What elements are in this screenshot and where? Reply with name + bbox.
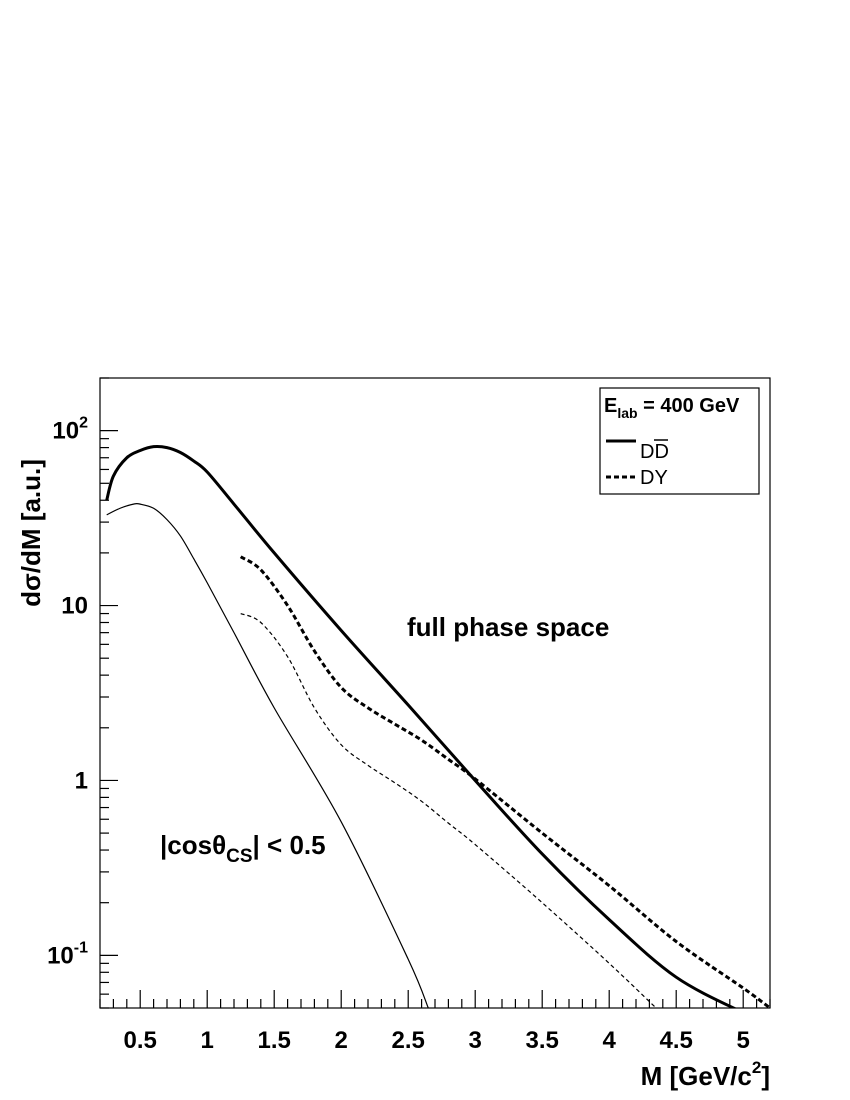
x-tick-labels: 0.5 1 1.5 2 2.5 3 3.5 4 4.5 5 xyxy=(124,1027,750,1054)
x-tick-label: 2.5 xyxy=(392,1027,425,1054)
series-line-dy-full-phase-space xyxy=(239,555,770,1008)
axis-ticks xyxy=(99,377,771,1009)
y-tick-label: 102 xyxy=(52,415,88,445)
series-line-dy-cos-cut xyxy=(240,612,657,1008)
x-tick-label: 4 xyxy=(603,1027,617,1054)
plot-area xyxy=(99,377,771,1009)
series-line-dd-cos-cut xyxy=(106,503,429,1008)
y-tick-label: 10 xyxy=(61,593,88,620)
y-tick-labels: 10-1 1 10 102 xyxy=(47,415,88,970)
series-layer xyxy=(105,444,770,1008)
annotation-full-phase-space: full phase space xyxy=(407,612,609,642)
series-line-dd-full-phase-space xyxy=(105,444,738,1008)
legend-title: Elab = 400 GeV xyxy=(604,395,740,421)
legend: Elab = 400 GeV DD DY xyxy=(599,387,760,495)
x-tick-label: 3 xyxy=(469,1027,482,1054)
x-axis-title: M [GeV/c2] xyxy=(641,1058,770,1091)
x-tick-label: 4.5 xyxy=(660,1027,693,1054)
x-tick-label: 5 xyxy=(737,1027,750,1054)
annotation-cos-theta-cut: |cosθCS| < 0.5 xyxy=(160,830,326,867)
y-axis-title: dσ/dM [a.u.] xyxy=(16,459,46,607)
x-tick-label: 3.5 xyxy=(526,1027,559,1054)
legend-label-dd: DD xyxy=(640,441,669,463)
x-tick-label: 2 xyxy=(335,1027,348,1054)
y-tick-label: 1 xyxy=(75,767,88,794)
legend-label-dy: DY xyxy=(640,467,668,489)
y-tick-label: 10-1 xyxy=(47,939,88,969)
x-tick-label: 1 xyxy=(201,1027,214,1054)
x-tick-label: 0.5 xyxy=(124,1027,157,1054)
x-tick-label: 1.5 xyxy=(258,1027,291,1054)
